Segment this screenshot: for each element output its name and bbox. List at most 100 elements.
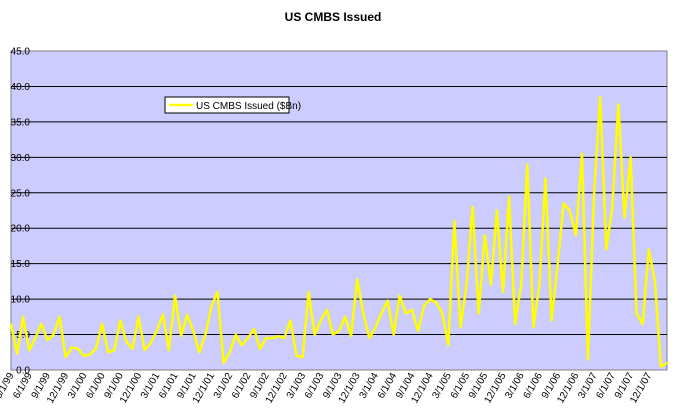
data-point [629, 156, 632, 158]
data-point [314, 333, 316, 336]
data-point [241, 344, 243, 346]
data-point [222, 362, 225, 364]
data-point [46, 339, 49, 341]
data-point [119, 319, 121, 321]
data-point [77, 348, 79, 350]
data-point [52, 333, 55, 336]
y-tick-label: 5.0 [16, 330, 30, 341]
data-point [28, 349, 30, 351]
data-point [113, 349, 115, 351]
data-point [581, 153, 583, 155]
data-point [265, 337, 267, 339]
data-point [605, 248, 607, 251]
data-point [593, 192, 595, 194]
data-point [180, 335, 182, 337]
data-point [642, 323, 644, 325]
data-point [338, 330, 340, 332]
y-tick-label: 45.0 [11, 47, 31, 58]
data-point [58, 316, 61, 318]
data-point [137, 316, 140, 318]
gridlines [11, 85, 667, 336]
data-point [198, 351, 200, 353]
y-tick-label: 25.0 [11, 188, 31, 199]
data-point [532, 326, 534, 329]
data-point [611, 206, 613, 208]
data-point [447, 344, 449, 346]
data-point [150, 342, 152, 344]
series-points [10, 96, 668, 368]
data-point [429, 298, 431, 300]
data-point [441, 312, 443, 314]
data-point [295, 355, 298, 357]
y-tick-label: 15.0 [11, 259, 31, 270]
legend-box [164, 96, 290, 114]
data-point [484, 234, 486, 236]
data-point [405, 312, 407, 314]
data-point [380, 312, 383, 314]
data-point [186, 314, 188, 316]
data-point [65, 356, 67, 358]
data-point [459, 326, 462, 329]
data-point [125, 341, 128, 343]
y-tick-label: 40.0 [11, 82, 31, 93]
data-point [393, 333, 395, 336]
data-point [101, 323, 103, 325]
y-tick-label: 10.0 [11, 295, 31, 306]
data-point [368, 337, 370, 339]
data-point [478, 312, 480, 314]
data-point [617, 103, 620, 105]
data-point [386, 299, 389, 302]
data-point [89, 353, 91, 356]
data-point [514, 323, 516, 325]
data-point [472, 206, 474, 208]
data-point [156, 330, 158, 332]
data-point [417, 330, 419, 332]
data-point [235, 333, 237, 336]
legend-label: US CMBS Issued ($Bn) [196, 101, 301, 112]
data-point [308, 291, 310, 293]
y-tick-label: 20.0 [11, 224, 31, 235]
data-point [654, 280, 656, 282]
data-point [283, 337, 285, 339]
data-point [144, 349, 146, 351]
data-point [435, 302, 437, 304]
data-point [131, 348, 134, 350]
data-point [623, 216, 626, 219]
data-point [247, 337, 249, 339]
data-point [301, 356, 304, 358]
data-point [544, 178, 547, 180]
data-point [277, 335, 279, 337]
data-point [660, 365, 662, 368]
data-point [496, 209, 498, 212]
data-point [502, 291, 504, 293]
data-point [259, 348, 261, 350]
data-point [350, 335, 352, 337]
data-point [168, 349, 170, 351]
data-point [636, 312, 638, 314]
data-point [210, 305, 213, 307]
data-point [71, 346, 73, 348]
data-point [423, 305, 425, 307]
data-point [289, 319, 292, 321]
data-point [563, 202, 565, 205]
data-point [332, 333, 334, 336]
data-point [34, 337, 36, 339]
data-point [320, 319, 322, 321]
data-point [526, 163, 528, 166]
data-point [587, 358, 589, 360]
data-point [83, 355, 85, 357]
data-point [508, 195, 510, 197]
data-point [557, 263, 559, 265]
data-point [465, 284, 468, 286]
data-point [569, 209, 571, 212]
data-point [550, 319, 553, 321]
data-point [666, 362, 668, 364]
data-point [374, 326, 377, 329]
data-point [95, 348, 97, 350]
data-point [344, 316, 346, 318]
data-point [356, 278, 358, 280]
data-point [229, 351, 231, 353]
data-point [648, 248, 650, 251]
data-point [326, 309, 328, 311]
